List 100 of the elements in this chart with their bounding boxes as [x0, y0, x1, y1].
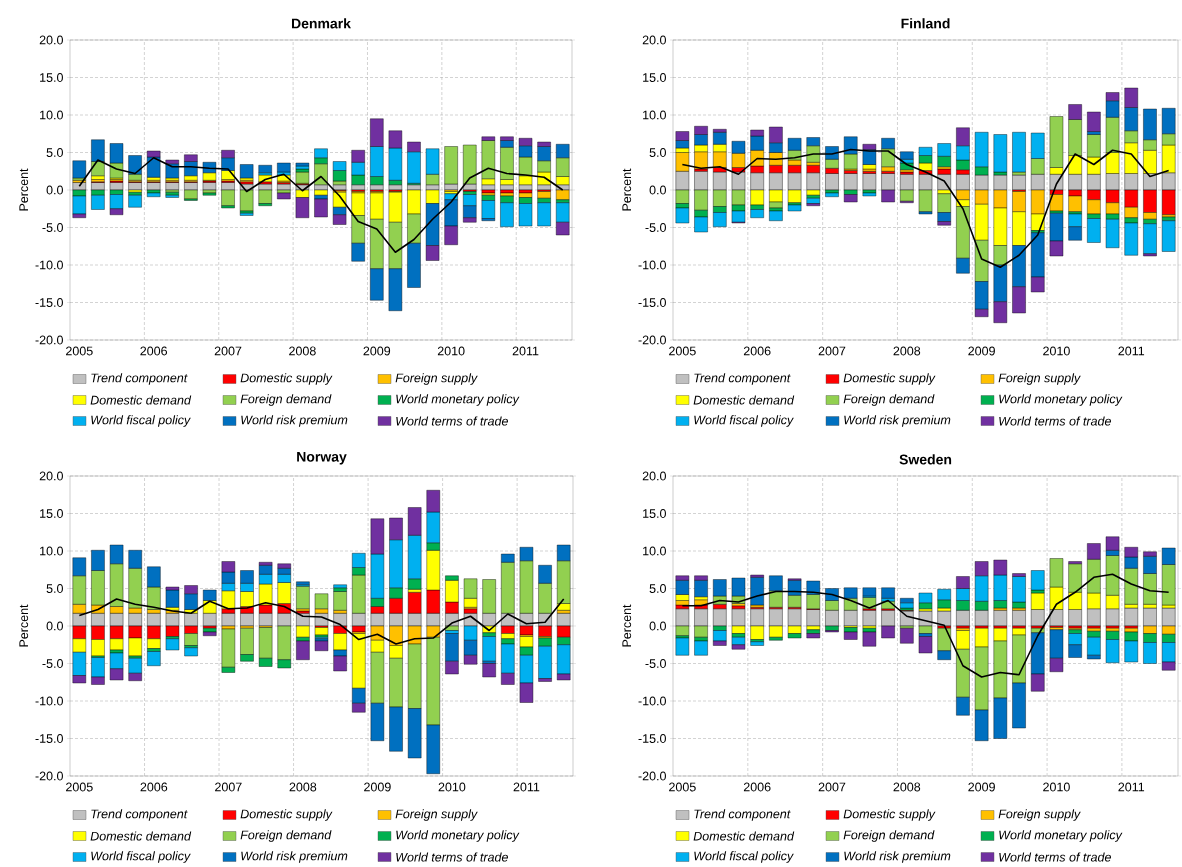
legend-label: Foreign supply — [998, 373, 1081, 385]
x-tick-label: 2008 — [289, 782, 317, 792]
y-tick-label: 5.0 — [649, 148, 666, 157]
x-tick-label: 2007 — [818, 346, 846, 356]
legend-label: World fiscal policy — [694, 851, 794, 863]
legend-label: Domestic supply — [843, 373, 936, 385]
chart-title: Sweden — [899, 454, 952, 465]
x-tick-label: 2005 — [669, 782, 696, 792]
legend-label: Trend component — [91, 373, 188, 385]
y-axis-title: Percent — [622, 168, 632, 211]
legend-label: World risk premium — [241, 415, 348, 427]
y-tick-label: 15.0 — [40, 73, 63, 82]
y-tick-label: 20.0 — [642, 35, 666, 45]
legend-label: World monetary policy — [999, 394, 1123, 406]
y-tick-label: -5.0 — [645, 223, 666, 232]
legend-label: Foreign demand — [240, 830, 332, 842]
y-tick-label: 10.0 — [643, 110, 666, 120]
x-tick-label: 2009 — [968, 782, 995, 792]
y-tick-label: -15.0 — [638, 298, 666, 307]
x-tick-label: 2005 — [66, 346, 93, 356]
legend-label: Trend component — [91, 809, 188, 821]
legend-label: Foreign demand — [843, 830, 935, 842]
x-tick-label: 2009 — [363, 346, 391, 356]
y-tick-label: 0.0 — [46, 185, 63, 195]
chart-title: Finland — [901, 18, 950, 29]
legend-label: Domestic supply — [240, 373, 333, 385]
x-tick-label: 2011 — [513, 782, 540, 792]
y-tick-label: 20.0 — [642, 471, 666, 481]
y-tick-label: -15.0 — [35, 298, 63, 307]
y-axis-title: Percent — [19, 604, 29, 647]
legend-label: Domestic demand — [90, 831, 192, 841]
y-tick-label: 15.0 — [643, 509, 666, 518]
x-tick-label: 2006 — [743, 782, 771, 792]
legend-label: Trend component — [694, 809, 791, 821]
legend-label: Foreign demand — [240, 394, 332, 406]
x-tick-label: 2010 — [1043, 346, 1070, 356]
y-tick-label: -20.0 — [35, 771, 63, 781]
y-tick-label: 0.0 — [649, 185, 666, 195]
legend-label: Foreign demand — [843, 394, 935, 406]
x-tick-label: 2010 — [1043, 782, 1070, 792]
legend-label: World fiscal policy — [91, 851, 191, 863]
y-tick-label: -15.0 — [35, 734, 63, 743]
x-tick-label: 2010 — [438, 782, 466, 792]
legend-label: Foreign supply — [395, 809, 478, 821]
chart-title: Denmark — [291, 18, 351, 29]
y-tick-label: 20.0 — [39, 35, 63, 45]
y-tick-label: -10.0 — [638, 696, 666, 706]
y-axis-title: Percent — [19, 168, 29, 211]
legend-label: World fiscal policy — [694, 415, 794, 427]
y-tick-label: -20.0 — [35, 335, 63, 345]
legend-label: World monetary policy — [396, 830, 520, 842]
y-tick-label: 5.0 — [46, 148, 63, 157]
y-axis-title: Percent — [622, 604, 632, 647]
x-tick-label: 2009 — [364, 782, 391, 792]
y-tick-label: -5.0 — [42, 659, 63, 668]
y-tick-label: 15.0 — [40, 509, 63, 518]
x-tick-label: 2006 — [140, 782, 168, 792]
x-tick-label: 2011 — [1118, 782, 1145, 792]
y-tick-label: 10.0 — [643, 546, 666, 556]
legend-label: Trend component — [694, 373, 791, 385]
legend-label: Domestic demand — [90, 395, 192, 405]
legend-label: World risk premium — [844, 415, 951, 427]
x-tick-label: 2006 — [140, 346, 168, 356]
x-tick-label: 2005 — [669, 346, 696, 356]
y-tick-label: 20.0 — [39, 471, 63, 481]
y-tick-label: 0.0 — [46, 621, 63, 631]
chart-title: Norway — [297, 451, 347, 465]
legend-label: World risk premium — [241, 851, 348, 863]
legend-label: World risk premium — [844, 851, 951, 863]
legend-label: Foreign supply — [395, 373, 478, 385]
legend-label: World fiscal policy — [91, 415, 191, 427]
y-tick-label: -10.0 — [35, 696, 63, 706]
y-tick-label: -15.0 — [638, 734, 666, 743]
x-tick-label: 2005 — [66, 782, 93, 792]
x-tick-label: 2008 — [893, 346, 921, 356]
x-tick-label: 2006 — [743, 346, 771, 356]
y-tick-label: -5.0 — [645, 659, 666, 668]
legend-label: Domestic supply — [843, 809, 936, 821]
x-tick-label: 2008 — [893, 782, 921, 792]
y-tick-label: -20.0 — [638, 335, 666, 345]
legend-label: Domestic demand — [693, 831, 795, 841]
legend-label: World terms of trade — [396, 416, 508, 426]
legend-label: World terms of trade — [999, 416, 1111, 426]
legend-label: World terms of trade — [396, 852, 508, 862]
x-tick-label: 2008 — [289, 346, 316, 356]
x-tick-label: 2007 — [818, 782, 846, 792]
y-tick-label: -20.0 — [638, 771, 666, 781]
y-tick-label: -5.0 — [42, 223, 63, 232]
y-tick-label: 5.0 — [46, 584, 63, 593]
y-tick-label: 10.0 — [40, 546, 63, 556]
y-tick-label: 5.0 — [649, 584, 666, 593]
legend-label: Domestic supply — [240, 809, 333, 821]
y-tick-label: -10.0 — [35, 260, 63, 270]
x-tick-label: 2009 — [968, 346, 995, 356]
x-tick-label: 2007 — [214, 346, 242, 356]
x-tick-label: 2007 — [215, 782, 242, 792]
y-tick-label: 15.0 — [643, 73, 666, 82]
x-tick-label: 2011 — [1118, 346, 1145, 356]
x-tick-label: 2011 — [512, 346, 539, 356]
y-tick-label: 10.0 — [40, 110, 63, 120]
